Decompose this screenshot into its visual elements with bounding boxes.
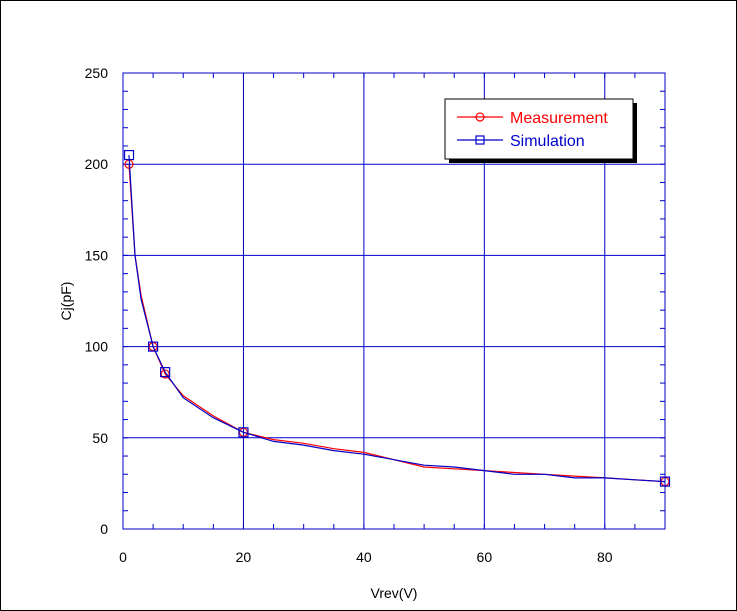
- y-tick-label: 200: [85, 156, 109, 172]
- y-tick-label: 50: [92, 430, 108, 446]
- series-line-simulation: [128, 155, 666, 483]
- simulation-point: [123, 149, 135, 161]
- legend-square-marker: [475, 135, 485, 145]
- x-tick-label: 60: [477, 549, 493, 565]
- legend-circle-marker: [475, 112, 485, 122]
- y-axis-label: Cj(pF): [58, 282, 74, 321]
- y-tick-label: 150: [85, 247, 109, 263]
- simulation-point: [148, 341, 159, 352]
- legend-label-measurement: Measurement: [510, 110, 608, 127]
- y-tick-label: 250: [85, 65, 109, 81]
- x-axis-label: Vrev(V): [371, 585, 418, 601]
- simulation-point: [160, 367, 171, 378]
- x-tick-label: 80: [597, 549, 613, 565]
- legend-label-simulation: Simulation: [510, 133, 585, 150]
- y-tick-label: 100: [85, 339, 109, 355]
- tick-labels: 0 20 40 60 80 0 50 100 150 200 250: [85, 65, 613, 565]
- series-line-measurement: [128, 164, 666, 483]
- x-tick-label: 20: [236, 549, 252, 565]
- plot-area-border: [122, 72, 666, 530]
- legend-box: [444, 98, 634, 160]
- legend: Measurement Simulation: [444, 98, 637, 163]
- legend-entries: Measurement Simulation: [457, 110, 608, 150]
- x-tick-label: 0: [119, 549, 127, 565]
- x-tick-label: 40: [356, 549, 372, 565]
- series-group: [123, 149, 671, 487]
- y-tick-label: 0: [100, 521, 108, 537]
- simulation-point: [238, 427, 249, 438]
